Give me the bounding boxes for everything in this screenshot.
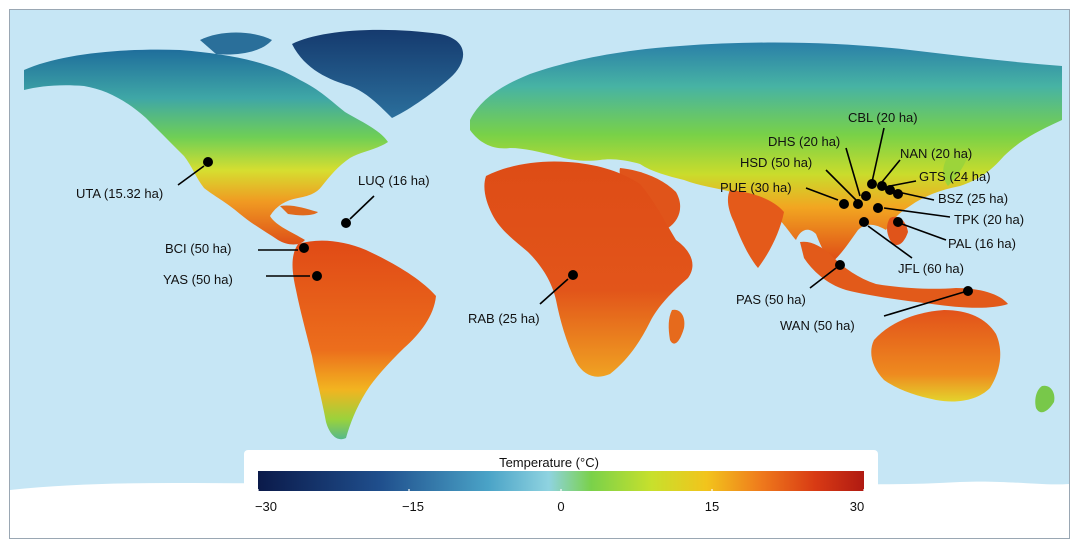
site-marker-pue[interactable] xyxy=(839,199,849,209)
site-label-bci: BCI (50 ha) xyxy=(165,241,231,256)
leader-line xyxy=(901,223,947,241)
southeast-asia-islands xyxy=(800,241,1008,308)
site-label-tpk: TPK (20 ha) xyxy=(954,212,1024,227)
site-marker-nan[interactable] xyxy=(877,181,887,191)
leader-line xyxy=(805,187,839,201)
site-marker-gts[interactable] xyxy=(885,185,895,195)
site-marker-wan[interactable] xyxy=(963,286,973,296)
new-zealand-islands xyxy=(1035,385,1055,413)
leader-line xyxy=(871,127,885,183)
site-marker-pal[interactable] xyxy=(893,217,903,227)
legend-title: Temperature (°C) xyxy=(499,455,599,470)
site-label-wan: WAN (50 ha) xyxy=(780,318,855,333)
eurasia-landmass xyxy=(470,42,1062,262)
caribbean-islands xyxy=(280,205,318,216)
arctic-islands xyxy=(200,32,272,55)
site-label-dhs: DHS (20 ha) xyxy=(768,134,840,149)
site-label-nan: NAN (20 ha) xyxy=(900,146,972,161)
site-label-hsd: HSD (50 ha) xyxy=(740,155,812,170)
site-label-uta: UTA (15.32 ha) xyxy=(76,186,163,201)
leader-line xyxy=(883,291,965,317)
leader-line xyxy=(177,165,205,186)
india-landmass xyxy=(727,190,784,268)
site-marker-hsd[interactable] xyxy=(853,199,863,209)
site-marker-luq[interactable] xyxy=(341,218,351,228)
site-label-jfl: JFL (60 ha) xyxy=(898,261,964,276)
site-marker-yas[interactable] xyxy=(312,271,322,281)
site-label-yas: YAS (50 ha) xyxy=(163,272,233,287)
site-label-luq: LUQ (16 ha) xyxy=(358,173,430,188)
leader-line xyxy=(867,225,913,259)
legend-tick-label: 30 xyxy=(850,499,864,514)
site-marker-bci[interactable] xyxy=(299,243,309,253)
site-marker-cbl[interactable] xyxy=(867,179,877,189)
site-label-bsz: BSZ (25 ha) xyxy=(938,191,1008,206)
leader-line xyxy=(539,278,569,305)
japan-islands xyxy=(943,148,970,186)
north-america-landmass xyxy=(24,49,388,245)
leader-line xyxy=(889,180,917,187)
australia-landmass xyxy=(871,310,1001,402)
legend-tick-label: 0 xyxy=(557,499,564,514)
site-label-pas: PAS (50 ha) xyxy=(736,292,806,307)
legend-tick-label: 15 xyxy=(705,499,719,514)
site-label-cbl: CBL (20 ha) xyxy=(848,110,918,125)
site-marker-uta[interactable] xyxy=(203,157,213,167)
site-marker-rab[interactable] xyxy=(568,270,578,280)
site-markers: UTA (15.32 ha) LUQ (16 ha) BCI (50 ha) Y… xyxy=(76,110,1024,333)
leader-line xyxy=(845,147,861,197)
leader-line xyxy=(897,191,935,201)
legend-colorbar xyxy=(258,471,864,491)
legend-tick-label: −30 xyxy=(255,499,277,514)
madagascar-landmass xyxy=(668,309,685,344)
leader-line xyxy=(825,169,857,201)
site-label-pue: PUE (30 ha) xyxy=(720,180,792,195)
africa-landmass xyxy=(484,161,693,377)
site-label-rab: RAB (25 ha) xyxy=(468,311,540,326)
south-america-landmass xyxy=(292,240,436,440)
site-marker-pas[interactable] xyxy=(835,260,845,270)
leader-line xyxy=(881,159,901,183)
site-marker-bsz[interactable] xyxy=(893,189,903,199)
site-label-pal: PAL (16 ha) xyxy=(948,236,1016,251)
leader-line xyxy=(809,267,837,289)
legend-tick-label: −15 xyxy=(402,499,424,514)
greenland-landmass xyxy=(292,29,464,119)
site-label-gts: GTS (24 ha) xyxy=(919,169,991,184)
leader-line xyxy=(349,195,375,220)
site-marker-tpk[interactable] xyxy=(873,203,883,213)
site-marker-dhs[interactable] xyxy=(861,191,871,201)
map-frame xyxy=(9,9,1070,539)
legend-ticks: −30 −15 0 15 30 xyxy=(255,489,865,514)
site-marker-jfl[interactable] xyxy=(859,217,869,227)
leader-line xyxy=(883,207,951,218)
